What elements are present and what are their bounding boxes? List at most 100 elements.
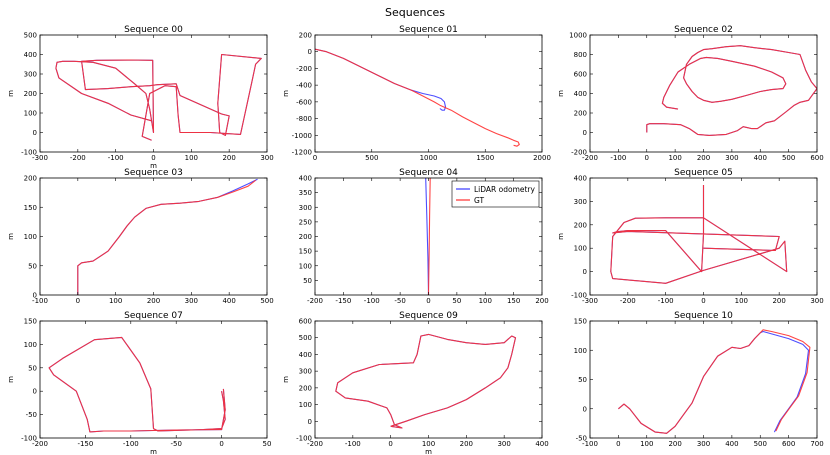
series-line-lidar-odometry — [646, 45, 817, 136]
series-line-lidar-odometry — [425, 178, 430, 295]
x-tick-label: 300 — [185, 297, 198, 305]
y-axis-label: m — [7, 376, 15, 383]
y-tick-label: 400 — [299, 351, 312, 359]
x-tick-label: 500 — [260, 297, 273, 305]
x-tick-label: -100 — [582, 440, 598, 448]
series-group — [646, 45, 817, 136]
y-tick-label: -1000 — [292, 132, 312, 140]
y-tick-label: 300 — [299, 204, 312, 212]
x-tick-label: 500 — [782, 154, 795, 162]
y-tick-label: 50 — [578, 376, 587, 384]
y-tick-label: 500 — [24, 32, 37, 40]
x-tick-label: 50 — [452, 297, 461, 305]
y-tick-label: 200 — [574, 221, 587, 229]
subplot-title: Sequence 10 — [674, 311, 733, 321]
y-tick-label: 150 — [299, 248, 312, 256]
x-tick-label: 0 — [219, 440, 223, 448]
y-tick-label: 50 — [28, 262, 37, 270]
x-tick-label: -150 — [77, 440, 93, 448]
x-tick-label: -100 — [610, 154, 626, 162]
subplot-title: Sequence 00 — [124, 25, 183, 35]
x-tick-label: 0 — [151, 154, 155, 162]
y-tick-label: -800 — [296, 115, 312, 123]
legend: LiDAR odometry GT — [451, 180, 540, 208]
y-tick-label: 0 — [308, 48, 312, 56]
series-group — [55, 53, 262, 141]
x-tick-label: 300 — [725, 154, 738, 162]
y-tick-label: 50 — [28, 364, 37, 372]
y-tick-label: 200 — [299, 233, 312, 241]
y-tick-label: 250 — [299, 218, 312, 226]
y-tick-label: 100 — [24, 233, 37, 241]
x-tick-label: 200 — [460, 440, 473, 448]
y-tick-label: -200 — [296, 65, 312, 73]
x-tick-label: 400 — [222, 297, 235, 305]
y-tick-label: -200 — [571, 149, 587, 157]
y-tick-label: 50 — [303, 277, 312, 285]
x-tick-label: -200 — [582, 154, 598, 162]
x-tick-label: 400 — [754, 154, 767, 162]
x-tick-label: 600 — [810, 154, 823, 162]
y-tick-label: 150 — [24, 204, 37, 212]
x-tick-label: 0 — [388, 440, 392, 448]
y-tick-label: 600 — [574, 71, 587, 79]
x-tick-label: 500 — [365, 154, 378, 162]
figure-title: Sequences — [385, 6, 445, 19]
series-line-gt — [335, 333, 517, 429]
legend-label: GT — [474, 196, 485, 205]
series-line-gt — [48, 336, 226, 433]
x-tick-label: 300 — [497, 440, 510, 448]
x-axis-label: m — [150, 448, 157, 455]
series-line-gt — [315, 48, 520, 147]
x-tick-label: 400 — [725, 440, 738, 448]
series-line-lidar-odometry — [77, 178, 258, 295]
y-tick-label: 100 — [24, 110, 37, 118]
x-tick-label: -50 — [394, 297, 405, 305]
x-tick-label: 100 — [735, 297, 748, 305]
y-tick-label: -50 — [576, 435, 587, 443]
x-tick-label: 700 — [810, 440, 823, 448]
series-line-lidar-odometry — [618, 330, 810, 434]
y-tick-label: 0 — [33, 129, 37, 137]
x-tick-label: -150 — [335, 297, 351, 305]
x-tick-label: 200 — [772, 297, 785, 305]
y-tick-label: 800 — [574, 51, 587, 59]
series-line-gt — [646, 45, 817, 136]
y-tick-label: 300 — [24, 71, 37, 79]
y-tick-label: 0 — [33, 388, 37, 396]
y-tick-label: 0 — [308, 418, 312, 426]
x-tick-label: 2000 — [533, 154, 551, 162]
y-tick-label: 200 — [24, 175, 37, 183]
y-tick-label: 1000 — [569, 32, 587, 40]
y-axis-label: m — [7, 90, 15, 97]
x-tick-label: -200 — [70, 154, 86, 162]
y-tick-label: 100 — [299, 401, 312, 409]
axes-frame — [589, 320, 818, 439]
x-tick-label: -50 — [170, 440, 181, 448]
x-tick-label: -200 — [307, 440, 323, 448]
x-tick-label: 500 — [754, 440, 767, 448]
y-tick-label: 100 — [574, 245, 587, 253]
subplot-title: Sequence 02 — [674, 25, 733, 35]
series-line-gt — [55, 53, 262, 141]
series-group — [610, 185, 788, 284]
y-tick-label: -400 — [296, 82, 312, 90]
x-tick-label: -300 — [582, 297, 598, 305]
x-tick-label: 0 — [645, 154, 649, 162]
y-tick-label: -100 — [296, 435, 312, 443]
x-tick-label: 1000 — [420, 154, 438, 162]
y-tick-label: -50 — [26, 411, 37, 419]
y-axis-label: m — [557, 90, 565, 97]
series-line-gt — [610, 185, 788, 284]
y-tick-label: -600 — [296, 98, 312, 106]
x-tick-label: -100 — [364, 297, 380, 305]
y-tick-label: 0 — [33, 292, 37, 300]
subplot-title: Sequence 01 — [399, 25, 458, 35]
axes-frame — [39, 320, 268, 439]
x-tick-label: 400 — [535, 440, 548, 448]
x-tick-label: 100 — [422, 440, 435, 448]
x-tick-label: 200 — [147, 297, 160, 305]
series-group — [425, 178, 431, 295]
y-tick-label: 100 — [24, 341, 37, 349]
y-tick-label: 0 — [583, 129, 587, 137]
